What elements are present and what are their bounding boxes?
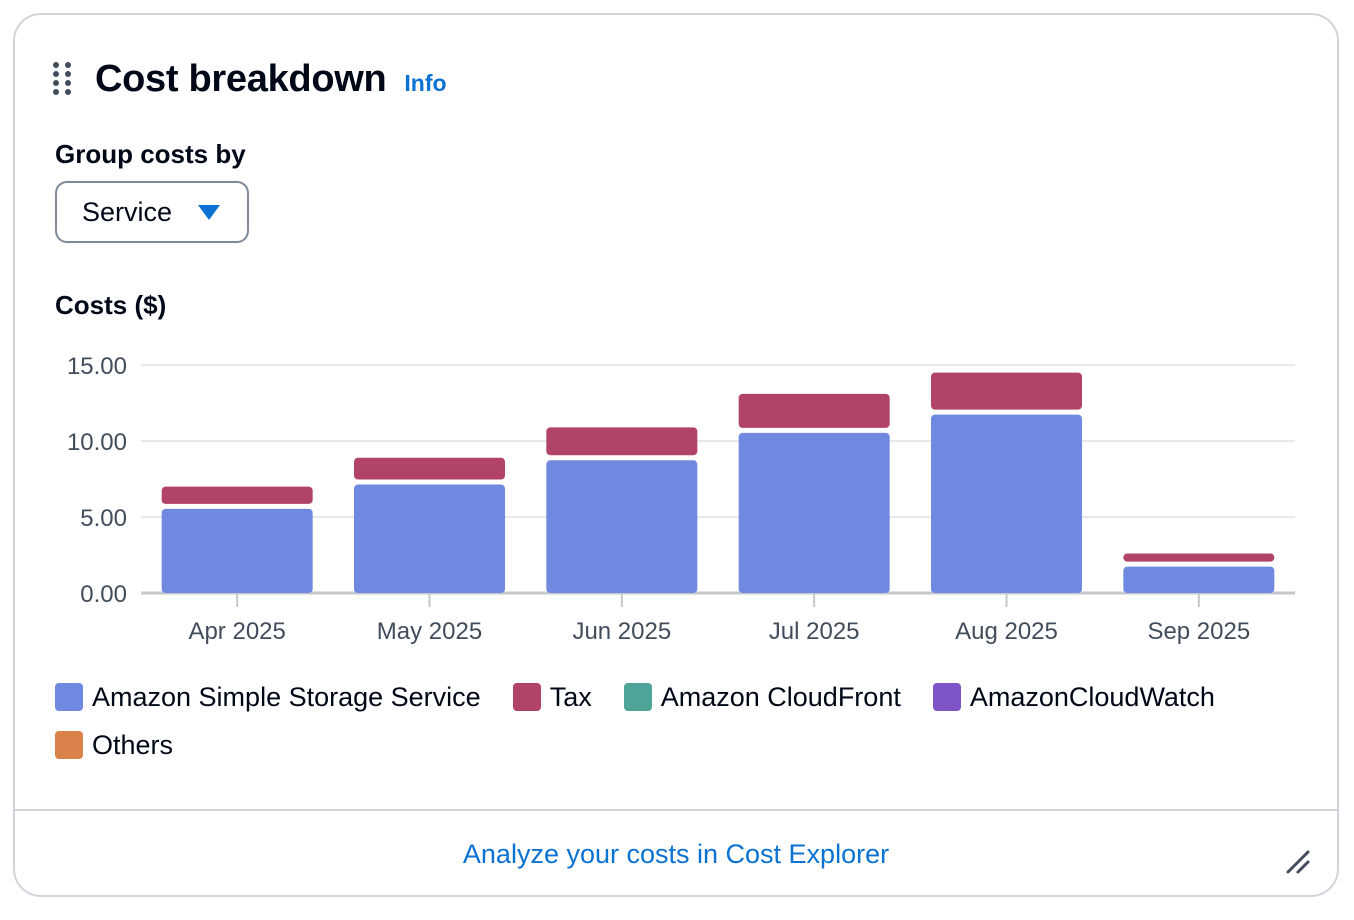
legend-label: AmazonCloudWatch (970, 682, 1215, 713)
chart-title: Costs ($) (55, 290, 166, 321)
x-tick-label: Jun 2025 (572, 618, 671, 645)
legend-label: Amazon CloudFront (661, 682, 901, 713)
widget-title: Cost breakdown (95, 58, 386, 101)
legend-swatch (55, 731, 83, 759)
caret-down-icon (198, 205, 220, 220)
legend-item[interactable]: Others (55, 730, 173, 760)
y-tick-label: 15.00 (67, 353, 127, 380)
legend-label: Tax (550, 682, 592, 713)
group-by-label: Group costs by (55, 139, 246, 170)
cost-breakdown-widget: Cost breakdown Info Group costs by Servi… (13, 13, 1339, 897)
bar-segment-tax (354, 458, 505, 480)
group-by-selected-value: Service (82, 197, 172, 228)
legend-swatch (513, 683, 541, 711)
resize-handle-icon[interactable] (1285, 849, 1311, 875)
drag-handle-icon[interactable] (53, 62, 73, 96)
bar-segment-tax (546, 427, 697, 455)
y-tick-label: 5.00 (80, 505, 127, 532)
legend-swatch (624, 683, 652, 711)
bar-segment-tax (1123, 553, 1274, 561)
x-tick-label: May 2025 (377, 618, 482, 645)
x-tick-label: Sep 2025 (1147, 618, 1250, 645)
info-link[interactable]: Info (404, 70, 446, 97)
legend-label: Amazon Simple Storage Service (92, 682, 481, 713)
cost-explorer-link[interactable]: Analyze your costs in Cost Explorer (15, 839, 1337, 870)
bar-segment-amazon-simple-storage-service (162, 509, 313, 593)
x-tick-label: Aug 2025 (955, 618, 1058, 645)
chart-legend: Amazon Simple Storage Service Tax Amazon C… (55, 682, 1295, 760)
cost-bar-chart: 0.00 5.00 10.00 15.00 Apr 2025 May 2025 Jun 20… (15, 335, 1339, 675)
y-tick-label: 10.00 (67, 429, 127, 456)
bar-segment-amazon-simple-storage-service (931, 415, 1082, 593)
bar-segment-tax (739, 394, 890, 428)
legend-swatch (933, 683, 961, 711)
legend-item[interactable]: AmazonCloudWatch (933, 682, 1215, 712)
group-by-select[interactable]: Service (55, 181, 249, 243)
x-tick-label: Apr 2025 (188, 618, 285, 645)
bar-segment-amazon-simple-storage-service (546, 460, 697, 593)
legend-label: Others (92, 730, 173, 761)
bar-segment-amazon-simple-storage-service (354, 485, 505, 593)
bar-segment-tax (162, 487, 313, 504)
bar-segment-amazon-simple-storage-service (739, 433, 890, 593)
bar-segment-tax (931, 373, 1082, 410)
widget-footer: Analyze your costs in Cost Explorer (15, 809, 1337, 897)
legend-swatch (55, 683, 83, 711)
widget-header: Cost breakdown Info (53, 49, 447, 109)
legend-item[interactable]: Amazon Simple Storage Service (55, 682, 481, 712)
bar-segment-amazon-simple-storage-service (1123, 567, 1274, 593)
legend-item[interactable]: Amazon CloudFront (624, 682, 901, 712)
x-tick-label: Jul 2025 (769, 618, 860, 645)
y-tick-label: 0.00 (80, 581, 127, 608)
legend-item[interactable]: Tax (513, 682, 592, 712)
